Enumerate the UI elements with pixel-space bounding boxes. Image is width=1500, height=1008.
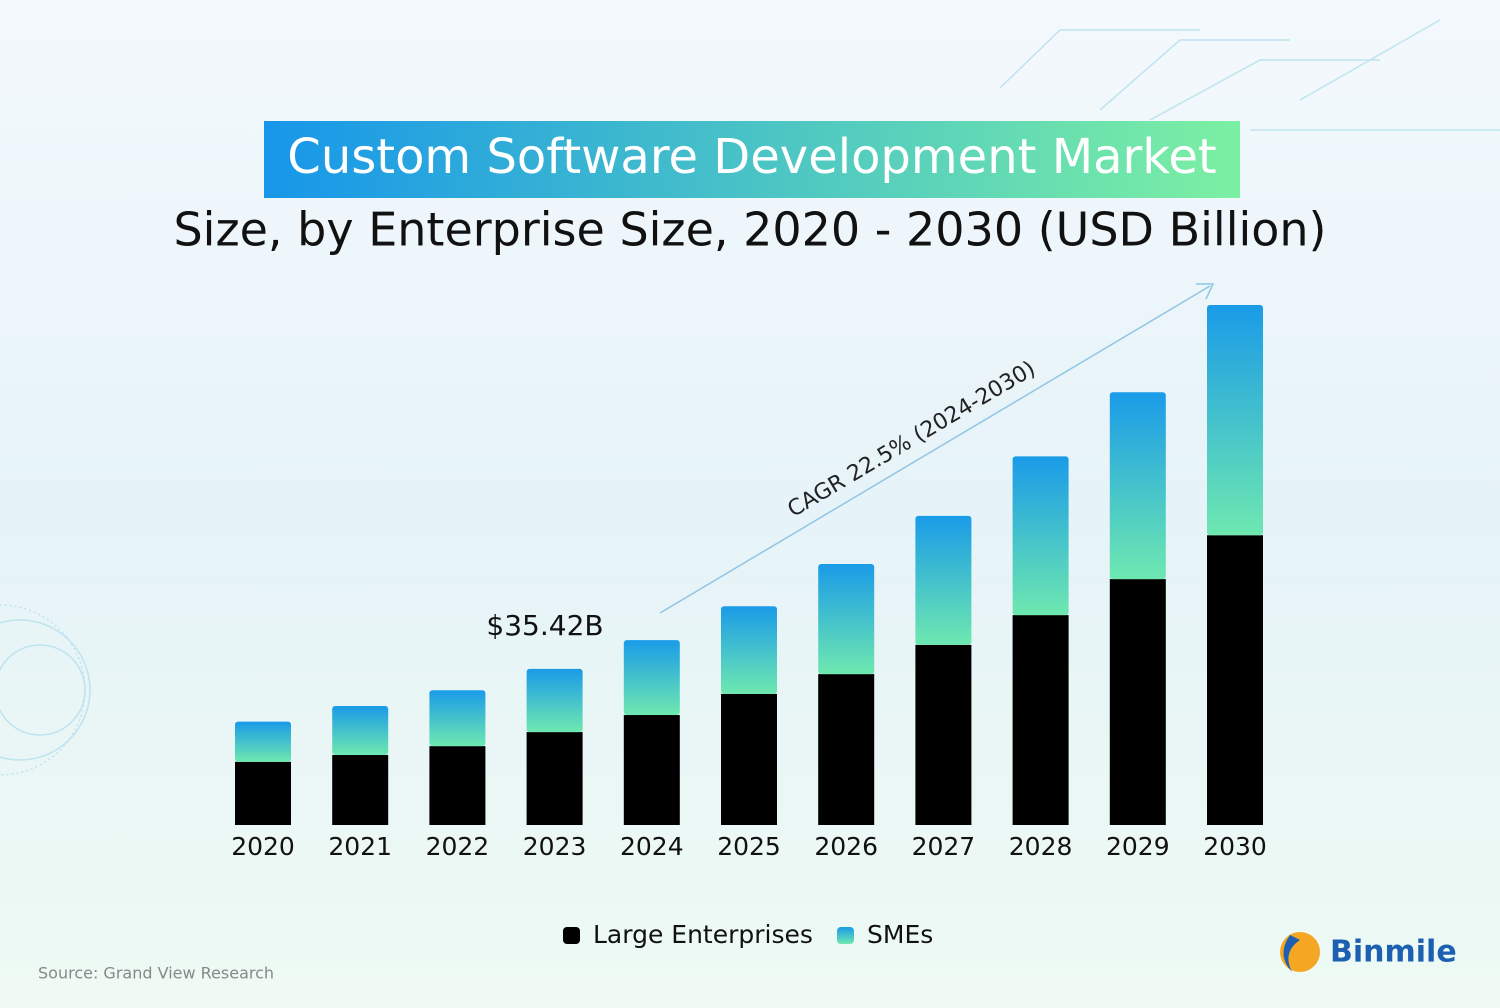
chart-subtitle: Size, by Enterprise Size, 2020 - 2030 (U… bbox=[173, 203, 1326, 257]
brand-logo-mark bbox=[1283, 935, 1300, 972]
cagr-arrow bbox=[659, 285, 1211, 614]
chart-title: Custom Software Development Market bbox=[287, 129, 1216, 185]
bar-segment bbox=[915, 644, 972, 825]
legend-swatch bbox=[837, 927, 854, 944]
x-tick-label: 2029 bbox=[1106, 832, 1170, 861]
bar-segment bbox=[623, 640, 680, 716]
legend-label: Large Enterprises bbox=[593, 920, 813, 949]
legend-label: SMEs bbox=[867, 920, 933, 949]
x-tick-label: 2021 bbox=[328, 832, 392, 861]
bar-segment bbox=[818, 674, 875, 825]
bar-segment bbox=[526, 668, 583, 733]
bar-segment bbox=[332, 755, 389, 825]
bar-segment bbox=[332, 705, 389, 756]
annotation: $35.42B bbox=[486, 609, 603, 642]
source: Source: Grand View Research bbox=[38, 964, 274, 983]
title-box bbox=[264, 121, 1240, 198]
x-tick-label: 2030 bbox=[1203, 832, 1267, 861]
decoration bbox=[0, 19, 1500, 776]
bar-segment bbox=[915, 515, 972, 645]
bar-segment bbox=[429, 746, 486, 825]
bar-segment bbox=[721, 693, 777, 825]
bar-segment bbox=[526, 732, 583, 825]
x-tick-label: 2025 bbox=[717, 832, 781, 861]
x-tick-label: 2022 bbox=[426, 832, 490, 861]
x-tick-label: 2020 bbox=[231, 832, 295, 861]
x-tick-label: 2027 bbox=[912, 832, 976, 861]
bar-segment bbox=[235, 721, 291, 762]
bar-segment bbox=[1012, 615, 1069, 825]
legend-swatch bbox=[563, 927, 580, 944]
bar-segment bbox=[1207, 535, 1263, 825]
x-tick-label: 2024 bbox=[620, 832, 684, 861]
bar-segment bbox=[1109, 579, 1166, 825]
bar-segment bbox=[1012, 456, 1069, 616]
bar-segment bbox=[818, 563, 875, 675]
brand: Binmile bbox=[1330, 935, 1457, 970]
bar-segment bbox=[721, 606, 777, 694]
bar-segment bbox=[429, 690, 486, 747]
x-tick-label: 2028 bbox=[1009, 832, 1073, 861]
bar-segment bbox=[1207, 305, 1263, 536]
x-tick-label: 2026 bbox=[814, 832, 878, 861]
x-tick-label: 2023 bbox=[523, 832, 587, 861]
bar-segment bbox=[235, 761, 291, 825]
bar-segment bbox=[623, 715, 680, 825]
bar-segment bbox=[1109, 392, 1166, 580]
cagr-arrow-head bbox=[1196, 283, 1215, 300]
